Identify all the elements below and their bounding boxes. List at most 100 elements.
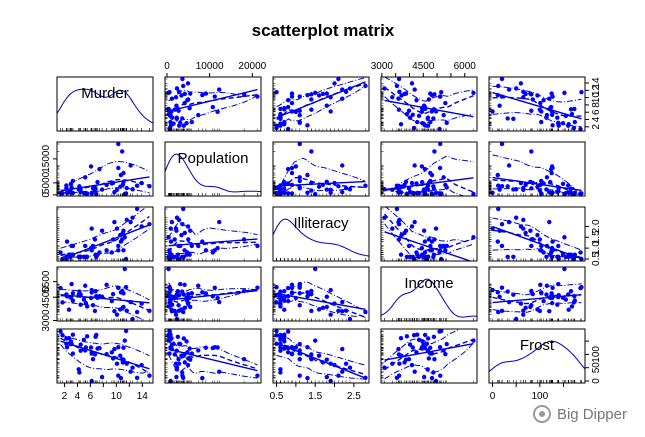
data-point [499, 308, 505, 314]
tick-label: 5000 [41, 171, 52, 194]
data-point [134, 309, 140, 315]
data-point [112, 219, 117, 225]
data-point [426, 180, 432, 186]
data-point [212, 285, 217, 290]
data-point [274, 329, 279, 334]
data-point [529, 186, 534, 191]
data-point [513, 215, 519, 220]
data-point [147, 373, 152, 378]
data-point [499, 94, 505, 99]
data-point [58, 329, 63, 334]
data-point [185, 298, 190, 304]
tick-label: 0 [164, 61, 170, 72]
data-point [443, 248, 448, 253]
data-point [182, 91, 188, 97]
data-point [69, 185, 74, 190]
data-point [428, 345, 433, 350]
data-point [297, 112, 302, 118]
data-point [496, 183, 501, 188]
data-point [549, 245, 555, 251]
data-point [196, 283, 201, 288]
data-point [541, 181, 546, 186]
data-point [181, 123, 186, 128]
data-point [541, 97, 546, 103]
panel-murder-vs-murder: Murder [56, 76, 154, 132]
watermark-text: Big Dipper [556, 405, 627, 423]
data-point [172, 308, 177, 314]
data-point [167, 250, 172, 255]
data-point [544, 187, 549, 192]
data-point [404, 254, 410, 260]
data-point [544, 283, 550, 288]
data-point [282, 339, 287, 344]
data-point [538, 248, 543, 253]
data-point [340, 163, 345, 168]
data-point [309, 97, 314, 102]
data-point [215, 345, 220, 350]
density-line [57, 88, 153, 124]
data-point [90, 303, 96, 308]
data-point [324, 374, 329, 380]
data-point [572, 106, 577, 112]
data-point [539, 291, 544, 296]
data-point [64, 190, 70, 195]
data-point [215, 245, 220, 251]
data-point [411, 333, 417, 338]
data-point [84, 304, 90, 309]
tick-label: 0.5 [591, 252, 602, 266]
data-point [130, 365, 135, 370]
spread-upper-line [60, 334, 150, 357]
data-point [139, 224, 144, 229]
data-point [439, 89, 444, 95]
data-point [497, 228, 502, 233]
data-point [187, 346, 192, 351]
tick-label: 100 [531, 391, 548, 402]
data-point [278, 332, 283, 338]
data-point [547, 219, 552, 225]
data-point [118, 353, 123, 358]
data-point [66, 307, 72, 312]
data-point [420, 181, 425, 187]
panel-illiteracy-vs-income [380, 206, 478, 262]
data-point [173, 312, 179, 317]
data-point [104, 182, 109, 188]
data-point [241, 237, 247, 242]
data-point [78, 348, 83, 353]
data-point [309, 149, 314, 154]
data-point [414, 350, 419, 355]
data-point [404, 111, 410, 117]
data-point [562, 90, 567, 96]
data-point [550, 239, 555, 244]
panel-frame [488, 206, 586, 262]
data-point [169, 219, 175, 225]
data-point [289, 100, 295, 106]
data-point [174, 254, 179, 260]
data-point [278, 289, 283, 294]
data-point [537, 237, 543, 242]
data-point [544, 243, 550, 249]
data-point [416, 113, 422, 119]
data-point [549, 164, 555, 169]
data-point [398, 122, 404, 127]
data-point [174, 348, 179, 353]
data-point [185, 81, 191, 86]
tick-label: 10 [591, 92, 602, 104]
data-point [68, 181, 74, 187]
data-point [397, 89, 402, 94]
data-point [521, 95, 526, 100]
data-point [521, 185, 526, 191]
data-point [521, 217, 526, 223]
data-point [134, 207, 140, 212]
data-point [437, 165, 443, 171]
data-point [64, 336, 69, 341]
tick-label: 10000 [196, 61, 224, 72]
data-point [166, 332, 171, 338]
data-point [120, 230, 126, 236]
data-point [324, 357, 329, 362]
data-point [555, 254, 560, 260]
data-point [518, 180, 524, 186]
panel-income-vs-population [164, 266, 262, 322]
smoother-line [492, 179, 582, 196]
data-point [396, 188, 402, 193]
